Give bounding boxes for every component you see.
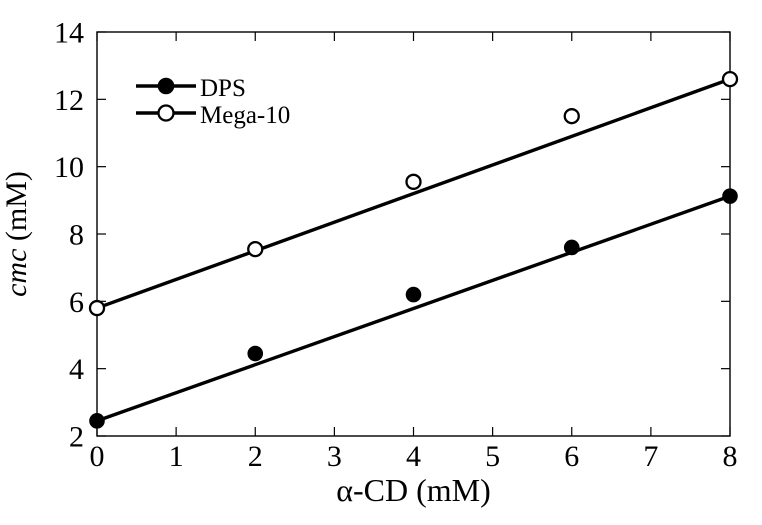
svg-text:5: 5 — [485, 440, 500, 473]
svg-text:7: 7 — [643, 440, 658, 473]
svg-text:8: 8 — [69, 219, 84, 252]
svg-text:2: 2 — [248, 440, 263, 473]
svg-text:4: 4 — [69, 353, 84, 386]
svg-text:6: 6 — [564, 440, 579, 473]
svg-text:1: 1 — [169, 440, 184, 473]
svg-text:3: 3 — [327, 440, 342, 473]
svg-text:0: 0 — [90, 440, 105, 473]
svg-text:14: 14 — [54, 17, 84, 50]
svg-text:10: 10 — [54, 151, 84, 184]
svg-text:DPS: DPS — [200, 75, 246, 102]
svg-text:Mega-10: Mega-10 — [200, 102, 290, 129]
svg-text:6: 6 — [69, 286, 84, 319]
svg-text:α-CD (mM): α-CD (mM) — [336, 472, 491, 508]
svg-text:cmc (mM): cmc (mM) — [0, 171, 33, 297]
svg-text:12: 12 — [54, 84, 84, 117]
svg-text:4: 4 — [406, 440, 421, 473]
svg-text:8: 8 — [723, 440, 738, 473]
svg-text:2: 2 — [69, 421, 84, 454]
